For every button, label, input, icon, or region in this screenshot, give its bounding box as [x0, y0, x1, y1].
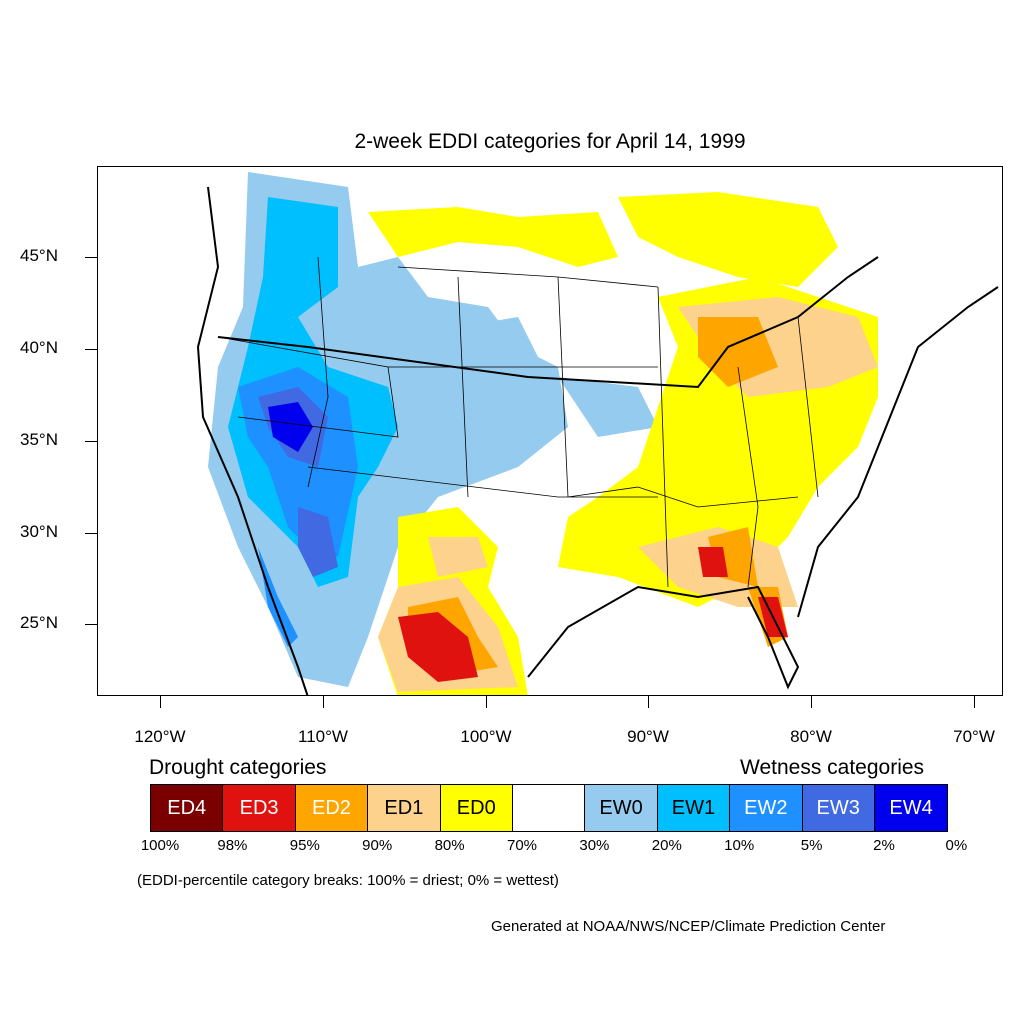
- percentile-label: 2%: [873, 837, 895, 854]
- lon-label-70: 70°W: [953, 727, 995, 746]
- category-note: (EDDI-percentile category breaks: 100% =…: [137, 872, 559, 889]
- percentile-label: 30%: [579, 837, 610, 854]
- category-legend: ED4 ED3 ED2 ED1 ED0 EW0 EW1 EW2 EW3 EW4: [150, 784, 949, 832]
- percentile-label: 90%: [362, 837, 393, 854]
- lon-label-90: 90°W: [627, 727, 669, 746]
- lon-tick-80: [811, 696, 812, 708]
- lat-tick-35: [85, 441, 97, 442]
- state-borders: [217, 256, 819, 588]
- percentile-label: 20%: [651, 837, 682, 854]
- wetness-heading: Wetness categories: [740, 756, 925, 779]
- legend-box-none: [512, 785, 586, 831]
- wet-region-ew4: [268, 402, 313, 452]
- eddi-map: [196, 172, 999, 695]
- legend-box-ew2: EW2: [730, 785, 803, 831]
- lon-label-110: 110°W: [298, 727, 348, 746]
- wet-region-north: [458, 317, 658, 437]
- legend-box-ew0: EW0: [585, 785, 658, 831]
- percentile-label: 5%: [800, 837, 823, 854]
- lon-label-100: 100°W: [460, 727, 512, 746]
- map-title: 2-week EDDI categories for April 14, 199…: [354, 130, 746, 153]
- map-panel: [97, 166, 1003, 696]
- lon-label-120: 120°W: [134, 727, 186, 746]
- lon-tick-110: [323, 696, 324, 708]
- lat-tick-25: [85, 624, 97, 625]
- drought-heading: Drought categories: [149, 756, 327, 779]
- percentile-label: 100%: [140, 837, 180, 854]
- lon-tick-90: [648, 696, 649, 708]
- lat-label-30: 30°N: [20, 522, 58, 541]
- lon-label-80: 80°W: [790, 727, 832, 746]
- lat-tick-40: [85, 349, 97, 350]
- lat-label-25: 25°N: [20, 613, 58, 632]
- lat-tick-45: [85, 257, 97, 258]
- legend-box-ed0: ED0: [440, 785, 513, 831]
- lon-tick-70: [974, 696, 975, 708]
- percentile-label: 95%: [289, 837, 320, 854]
- percentile-label: 98%: [217, 837, 248, 854]
- legend-box-ew1: EW1: [657, 785, 731, 831]
- lon-tick-100: [486, 696, 487, 708]
- percentile-label: 70%: [506, 837, 538, 854]
- lat-label-45: 45°N: [20, 246, 58, 265]
- lat-tick-30: [85, 533, 97, 534]
- percentile-label: 10%: [724, 837, 755, 854]
- legend-box-ed1: ED1: [368, 785, 441, 831]
- dry-region-north: [368, 192, 838, 287]
- legend-box-ed2: ED2: [295, 785, 369, 831]
- lon-tick-120: [160, 696, 161, 708]
- legend-box-ed4: ED4: [151, 785, 224, 831]
- percentile-label: 0%: [945, 837, 968, 854]
- legend-box-ed3: ED3: [223, 785, 296, 831]
- legend-box-ew4: EW4: [874, 785, 948, 831]
- percentile-label: 80%: [434, 837, 465, 854]
- dry-region-ed3: [398, 547, 788, 682]
- legend-box-ew3: EW3: [802, 785, 875, 831]
- lat-label-40: 40°N: [20, 338, 58, 357]
- credit-line: Generated at NOAA/NWS/NCEP/Climate Predi…: [491, 918, 886, 935]
- lat-label-35: 35°N: [20, 430, 58, 449]
- coastline: [196, 186, 999, 695]
